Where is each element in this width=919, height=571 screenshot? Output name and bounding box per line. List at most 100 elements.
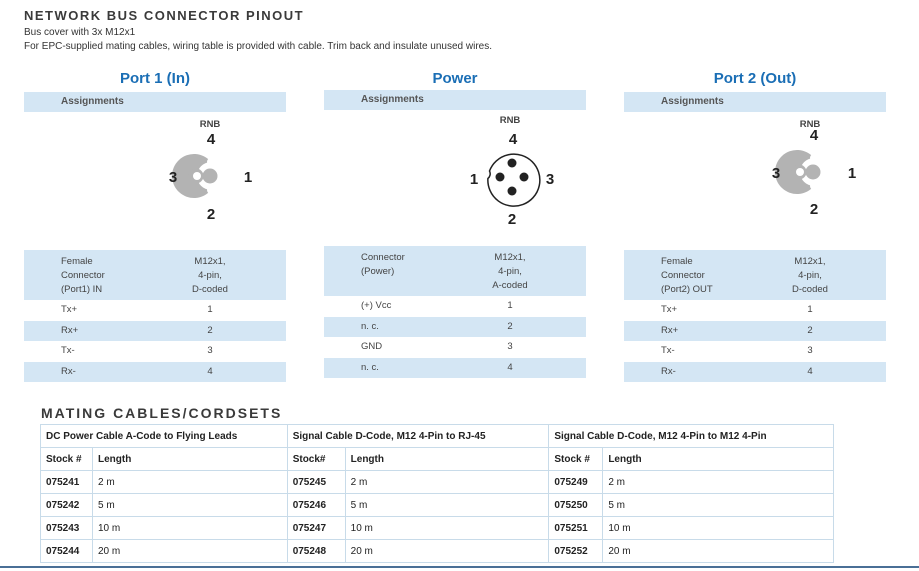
info-key-line: (Port1) IN [61,284,103,295]
mating-cables-table: DC Power Cable A-Code to Flying Leads Si… [40,424,834,563]
info-key-line: (Port2) OUT [661,284,713,295]
group-header: Signal Cable D-Code, M12 4-Pin to M12 4-… [548,424,834,448]
signal-name: Rx+ [61,324,79,336]
mating-cables-title: MATING CABLES/CORDSETS [41,405,283,421]
male-a-coded-connector-icon: 4 1 3 2 [470,131,554,228]
pin-number: 3 [207,345,213,356]
pin-label-right: 3 [546,171,554,188]
group-header: DC Power Cable A-Code to Flying Leads [40,424,288,448]
column-header: Stock# [286,447,346,471]
cable-length: 10 m [602,516,834,540]
connector-body [487,153,541,207]
connector-diagram: 4 1 3 2 [324,126,586,246]
pin-number: 4 [507,361,513,373]
connector-lobe-right [202,168,218,184]
signal-name: Tx+ [661,304,678,315]
cable-length: 5 m [91,493,288,517]
table-group-header: DC Power Cable A-Code to Flying Leads Si… [40,424,834,448]
pin-number: 1 [807,304,813,315]
table-row: 075241 2 m 075245 2 m 075249 2 m [40,470,834,494]
cable-length: 20 m [602,539,834,563]
pin-number: 4 [807,365,813,377]
stock-number: 075242 [40,493,93,517]
stock-number: 075246 [286,493,346,517]
cable-length: 10 m [344,516,550,540]
pin-row: Rx+ 2 [624,320,886,341]
pin-row: n. c. 2 [324,316,586,337]
table-row: 075244 20 m 075248 20 m 075252 20 m [40,539,834,563]
pin-row: Tx+ 1 [24,300,286,321]
pin-label-left: 3 [772,165,780,182]
pin-socket [207,158,215,166]
pin-socket [810,154,818,162]
panel-title: Port 1 (In) [120,70,190,87]
subtitle-line-2: For EPC-supplied mating cables, wiring t… [24,41,493,52]
pin-row: n. c. 4 [324,357,586,378]
stock-number: 075247 [286,516,346,540]
info-key-line: Female [61,256,93,267]
pin-socket [221,172,229,180]
cable-length: 2 m [344,470,550,494]
info-key-line: (Power) [361,266,395,277]
pin-label-top: 4 [810,130,819,144]
stock-number: 075243 [40,516,93,540]
cable-length: 5 m [344,493,550,517]
pin-label-bottom: 2 [810,201,818,218]
cable-length: 20 m [91,539,288,563]
signal-name: Tx- [661,345,675,356]
pin-row: Tx- 3 [624,341,886,362]
info-key-line: Female [661,256,693,267]
pin-row: Rx- 4 [24,361,286,382]
stock-number: 075250 [548,493,604,517]
female-d-coded-connector-icon: 4 3 1 2 [772,130,856,218]
info-key-line: Connector [61,270,105,281]
signal-name: n. c. [361,320,379,332]
table-column-header: Stock # Length Stock# Length Stock # Len… [40,447,834,471]
pin-number: 4 [207,365,213,377]
connector-info: Female Connector (Port1) IN M12x1, 4-pin… [24,250,286,300]
pin-row: Tx+ 1 [624,300,886,321]
signal-name: Tx- [61,345,75,356]
pin-label-top: 4 [509,131,518,148]
pin-label-right: 1 [244,169,252,186]
rnb-label: RNB [199,119,221,130]
connector-info: Connector (Power) M12x1, 4-pin, A-coded [324,246,586,296]
page-title: NETWORK BUS CONNECTOR PINOUT [24,8,305,23]
info-value-line: M12x1, [494,252,526,263]
pin-number: 1 [507,300,513,311]
pin-number: 3 [807,345,813,356]
stock-number: 075251 [548,516,604,540]
info-key-line: Connector [661,270,705,281]
panel-power: Power Assignments RNB 4 1 3 2 Connector … [324,70,586,378]
assignments-band: Assignments [624,92,886,112]
connector-diagram: 4 3 1 2 [24,130,286,250]
pin-number: 2 [207,324,213,336]
pin-label-bottom: 2 [207,206,215,223]
rnb-label: RNB [799,119,821,130]
pin-label-bottom: 2 [508,211,516,228]
column-header: Stock # [548,447,604,471]
pin-number: 3 [507,341,513,352]
assignments-band: Assignments [324,90,586,110]
pin-label-top: 4 [207,131,216,148]
cable-length: 10 m [91,516,288,540]
pin-label-left: 1 [470,171,478,188]
signal-name: Rx- [661,365,676,377]
pin-row: Rx+ 2 [24,320,286,341]
info-value-line: M12x1, [194,256,226,267]
info-key-line: Connector [361,252,405,263]
stock-number: 075248 [286,539,346,563]
pin-row: GND 3 [324,337,586,358]
connector-diagram: 4 3 1 2 [624,130,886,250]
pin-socket [207,186,215,194]
rnb-label: RNB [499,115,521,126]
info-value-line: A-coded [492,280,528,291]
info-value-line: 4-pin, [798,270,822,281]
footer-rule [0,566,919,568]
signal-name: Tx+ [61,304,78,315]
info-value-line: D-coded [792,284,828,295]
panel-port2: Port 2 (Out) Assignments RNB 4 3 1 2 Fem… [624,70,886,382]
pin-number: 2 [507,320,513,332]
stock-number: 075252 [548,539,604,563]
info-value-line: M12x1, [794,256,826,267]
